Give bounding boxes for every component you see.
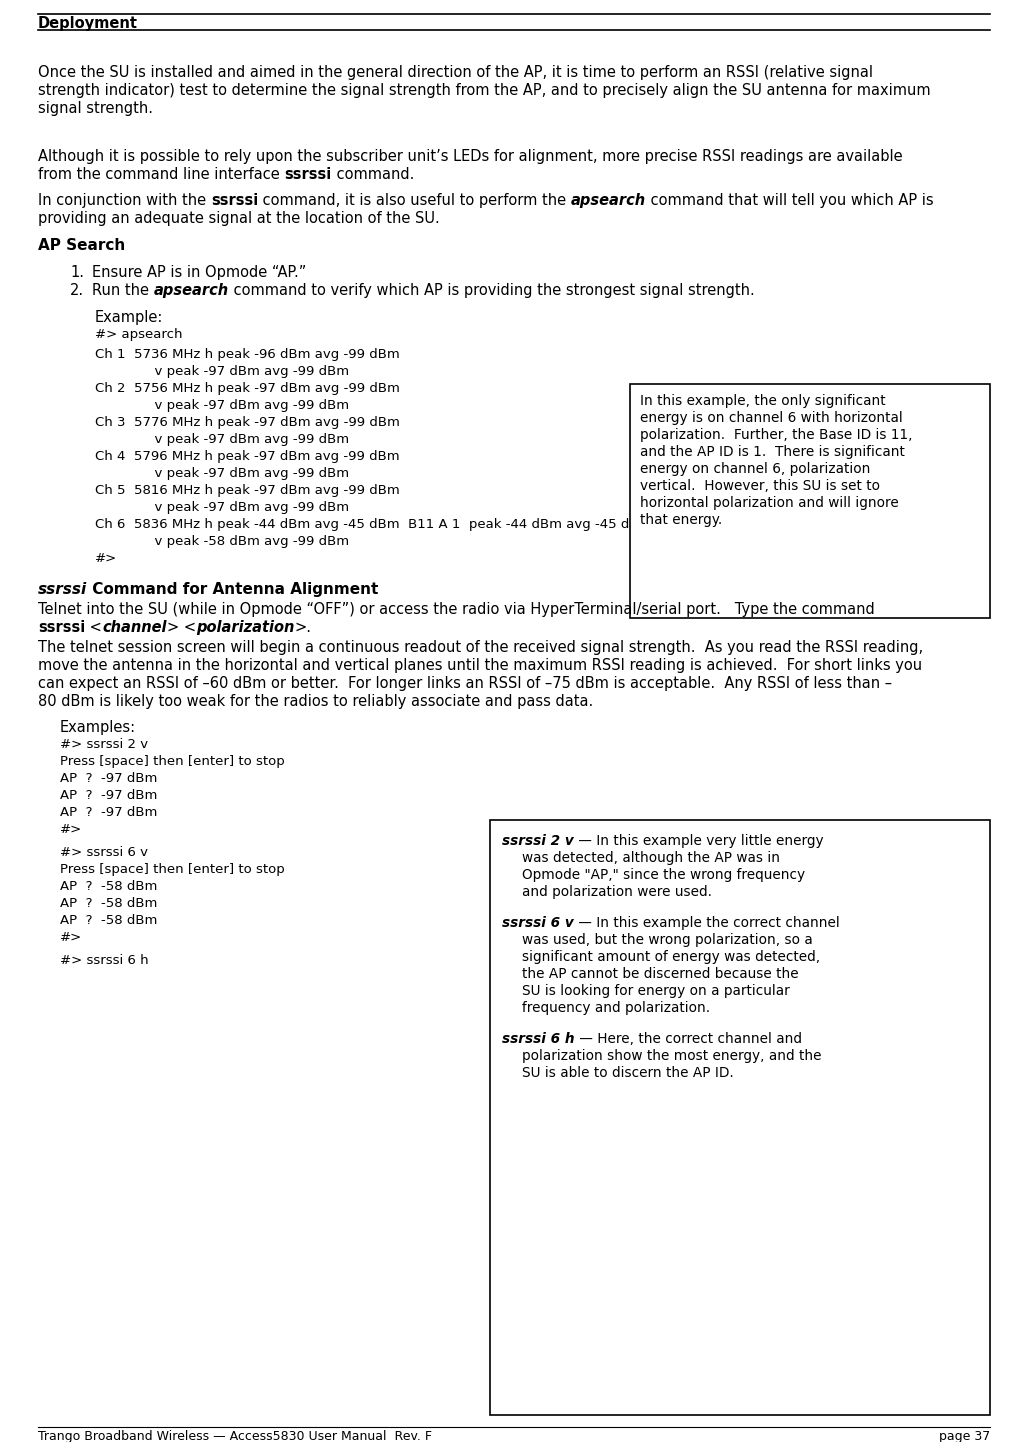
Text: #> ssrssi 2 v: #> ssrssi 2 v <box>60 738 149 751</box>
Text: v peak -97 dBm avg -99 dBm: v peak -97 dBm avg -99 dBm <box>95 500 349 513</box>
Text: strength indicator) test to determine the signal strength from the AP, and to pr: strength indicator) test to determine th… <box>38 84 931 98</box>
Text: significant amount of energy was detected,: significant amount of energy was detecte… <box>522 950 820 965</box>
Text: SU is able to discern the AP ID.: SU is able to discern the AP ID. <box>522 1066 734 1080</box>
Text: was detected, although the AP was in: was detected, although the AP was in <box>522 851 780 865</box>
Text: In this example, the only significant: In this example, the only significant <box>640 394 885 408</box>
Text: <: < <box>86 620 102 634</box>
Text: Although it is possible to rely upon the subscriber unit’s LEDs for alignment, m: Although it is possible to rely upon the… <box>38 149 903 164</box>
Text: >.: >. <box>294 620 311 634</box>
Text: ssrssi: ssrssi <box>285 167 331 182</box>
Text: page 37: page 37 <box>939 1430 990 1442</box>
Text: Opmode "AP," since the wrong frequency: Opmode "AP," since the wrong frequency <box>522 868 805 883</box>
Text: and the AP ID is 1.  There is significant: and the AP ID is 1. There is significant <box>640 446 905 459</box>
Text: The telnet session screen will begin a continuous readout of the received signal: The telnet session screen will begin a c… <box>38 640 924 655</box>
Text: v peak -97 dBm avg -99 dBm: v peak -97 dBm avg -99 dBm <box>95 365 349 378</box>
Text: vertical.  However, this SU is set to: vertical. However, this SU is set to <box>640 479 880 493</box>
Text: v peak -97 dBm avg -99 dBm: v peak -97 dBm avg -99 dBm <box>95 433 349 446</box>
Text: Examples:: Examples: <box>60 720 136 735</box>
Text: Trango Broadband Wireless — Access5830 User Manual  Rev. F: Trango Broadband Wireless — Access5830 U… <box>38 1430 432 1442</box>
Text: #> ssrssi 6 h: #> ssrssi 6 h <box>60 955 149 968</box>
Text: #> apsearch: #> apsearch <box>95 327 183 340</box>
Text: AP  ?  -97 dBm: AP ? -97 dBm <box>60 806 157 819</box>
Text: v peak -58 dBm avg -99 dBm: v peak -58 dBm avg -99 dBm <box>95 535 349 548</box>
Text: providing an adequate signal at the location of the SU.: providing an adequate signal at the loca… <box>38 211 440 226</box>
Text: polarization: polarization <box>196 620 294 634</box>
Text: AP  ?  -58 dBm: AP ? -58 dBm <box>60 897 157 910</box>
Text: 2.: 2. <box>70 283 85 298</box>
Text: Ch 6  5836 MHz h peak -44 dBm avg -45 dBm  B11 A 1  peak -44 dBm avg -45 dBm rx : Ch 6 5836 MHz h peak -44 dBm avg -45 dBm… <box>95 518 739 531</box>
Text: Deployment: Deployment <box>38 16 138 30</box>
Text: ssrssi: ssrssi <box>38 583 88 597</box>
Text: — In this example the correct channel: — In this example the correct channel <box>574 916 839 930</box>
Text: energy on channel 6, polarization: energy on channel 6, polarization <box>640 461 870 476</box>
Text: channel: channel <box>102 620 166 634</box>
Text: Run the: Run the <box>92 283 154 298</box>
Text: AP  ?  -97 dBm: AP ? -97 dBm <box>60 771 157 784</box>
Text: ssrssi: ssrssi <box>211 193 258 208</box>
Text: apsearch: apsearch <box>571 193 646 208</box>
Text: Ch 5  5816 MHz h peak -97 dBm avg -99 dBm: Ch 5 5816 MHz h peak -97 dBm avg -99 dBm <box>95 485 399 497</box>
Text: was used, but the wrong polarization, so a: was used, but the wrong polarization, so… <box>522 933 813 947</box>
Text: Ch 3  5776 MHz h peak -97 dBm avg -99 dBm: Ch 3 5776 MHz h peak -97 dBm avg -99 dBm <box>95 415 399 430</box>
Text: In conjunction with the: In conjunction with the <box>38 193 211 208</box>
Text: apsearch: apsearch <box>154 283 229 298</box>
Text: command, it is also useful to perform the: command, it is also useful to perform th… <box>258 193 571 208</box>
Text: > <: > < <box>166 620 196 634</box>
Text: ssrssi 2 v: ssrssi 2 v <box>502 833 574 848</box>
Bar <box>490 820 990 1415</box>
Text: Ch 1  5736 MHz h peak -96 dBm avg -99 dBm: Ch 1 5736 MHz h peak -96 dBm avg -99 dBm <box>95 348 399 360</box>
Text: v peak -97 dBm avg -99 dBm: v peak -97 dBm avg -99 dBm <box>95 399 349 412</box>
Text: #>: #> <box>60 932 83 945</box>
Text: polarization show the most energy, and the: polarization show the most energy, and t… <box>522 1048 821 1063</box>
Text: Example:: Example: <box>95 310 163 324</box>
Text: ssrssi 6 h: ssrssi 6 h <box>502 1032 575 1045</box>
Text: v peak -97 dBm avg -99 dBm: v peak -97 dBm avg -99 dBm <box>95 467 349 480</box>
Text: AP  ?  -97 dBm: AP ? -97 dBm <box>60 789 157 802</box>
Text: Once the SU is installed and aimed in the general direction of the AP, it is tim: Once the SU is installed and aimed in th… <box>38 65 873 79</box>
Text: 1.: 1. <box>70 265 84 280</box>
Text: can expect an RSSI of –60 dBm or better.  For longer links an RSSI of –75 dBm is: can expect an RSSI of –60 dBm or better.… <box>38 676 892 691</box>
Text: Ch 2  5756 MHz h peak -97 dBm avg -99 dBm: Ch 2 5756 MHz h peak -97 dBm avg -99 dBm <box>95 382 399 395</box>
Text: AP Search: AP Search <box>38 238 125 252</box>
Text: #>: #> <box>95 552 118 565</box>
Text: AP  ?  -58 dBm: AP ? -58 dBm <box>60 914 157 927</box>
Text: polarization.  Further, the Base ID is 11,: polarization. Further, the Base ID is 11… <box>640 428 912 443</box>
Text: frequency and polarization.: frequency and polarization. <box>522 1001 710 1015</box>
Text: the AP cannot be discerned because the: the AP cannot be discerned because the <box>522 968 799 981</box>
Text: command that will tell you which AP is: command that will tell you which AP is <box>646 193 934 208</box>
Text: command.: command. <box>331 167 414 182</box>
Text: AP  ?  -58 dBm: AP ? -58 dBm <box>60 880 157 893</box>
Text: #> ssrssi 6 v: #> ssrssi 6 v <box>60 846 148 859</box>
Text: and polarization were used.: and polarization were used. <box>522 885 712 898</box>
Text: #>: #> <box>60 823 83 836</box>
Text: signal strength.: signal strength. <box>38 101 153 115</box>
Text: Press [space] then [enter] to stop: Press [space] then [enter] to stop <box>60 756 285 769</box>
Text: command to verify which AP is providing the strongest signal strength.: command to verify which AP is providing … <box>229 283 754 298</box>
Text: Press [space] then [enter] to stop: Press [space] then [enter] to stop <box>60 862 285 875</box>
Text: move the antenna in the horizontal and vertical planes until the maximum RSSI re: move the antenna in the horizontal and v… <box>38 658 923 673</box>
Text: horizontal polarization and will ignore: horizontal polarization and will ignore <box>640 496 899 510</box>
Text: Ensure AP is in Opmode “AP.”: Ensure AP is in Opmode “AP.” <box>92 265 307 280</box>
Text: 80 dBm is likely too weak for the radios to reliably associate and pass data.: 80 dBm is likely too weak for the radios… <box>38 694 593 709</box>
Text: from the command line interface: from the command line interface <box>38 167 285 182</box>
Text: SU is looking for energy on a particular: SU is looking for energy on a particular <box>522 983 789 998</box>
Text: Ch 4  5796 MHz h peak -97 dBm avg -99 dBm: Ch 4 5796 MHz h peak -97 dBm avg -99 dBm <box>95 450 399 463</box>
Text: energy is on channel 6 with horizontal: energy is on channel 6 with horizontal <box>640 411 903 425</box>
Text: ssrssi 6 v: ssrssi 6 v <box>502 916 574 930</box>
Text: Command for Antenna Alignment: Command for Antenna Alignment <box>88 583 379 597</box>
Bar <box>630 384 990 619</box>
Text: Telnet into the SU (while in Opmode “OFF”) or access the radio via HyperTerminal: Telnet into the SU (while in Opmode “OFF… <box>38 601 875 617</box>
Text: — Here, the correct channel and: — Here, the correct channel and <box>575 1032 802 1045</box>
Text: ssrssi: ssrssi <box>38 620 86 634</box>
Text: that energy.: that energy. <box>640 513 722 526</box>
Text: — In this example very little energy: — In this example very little energy <box>574 833 824 848</box>
